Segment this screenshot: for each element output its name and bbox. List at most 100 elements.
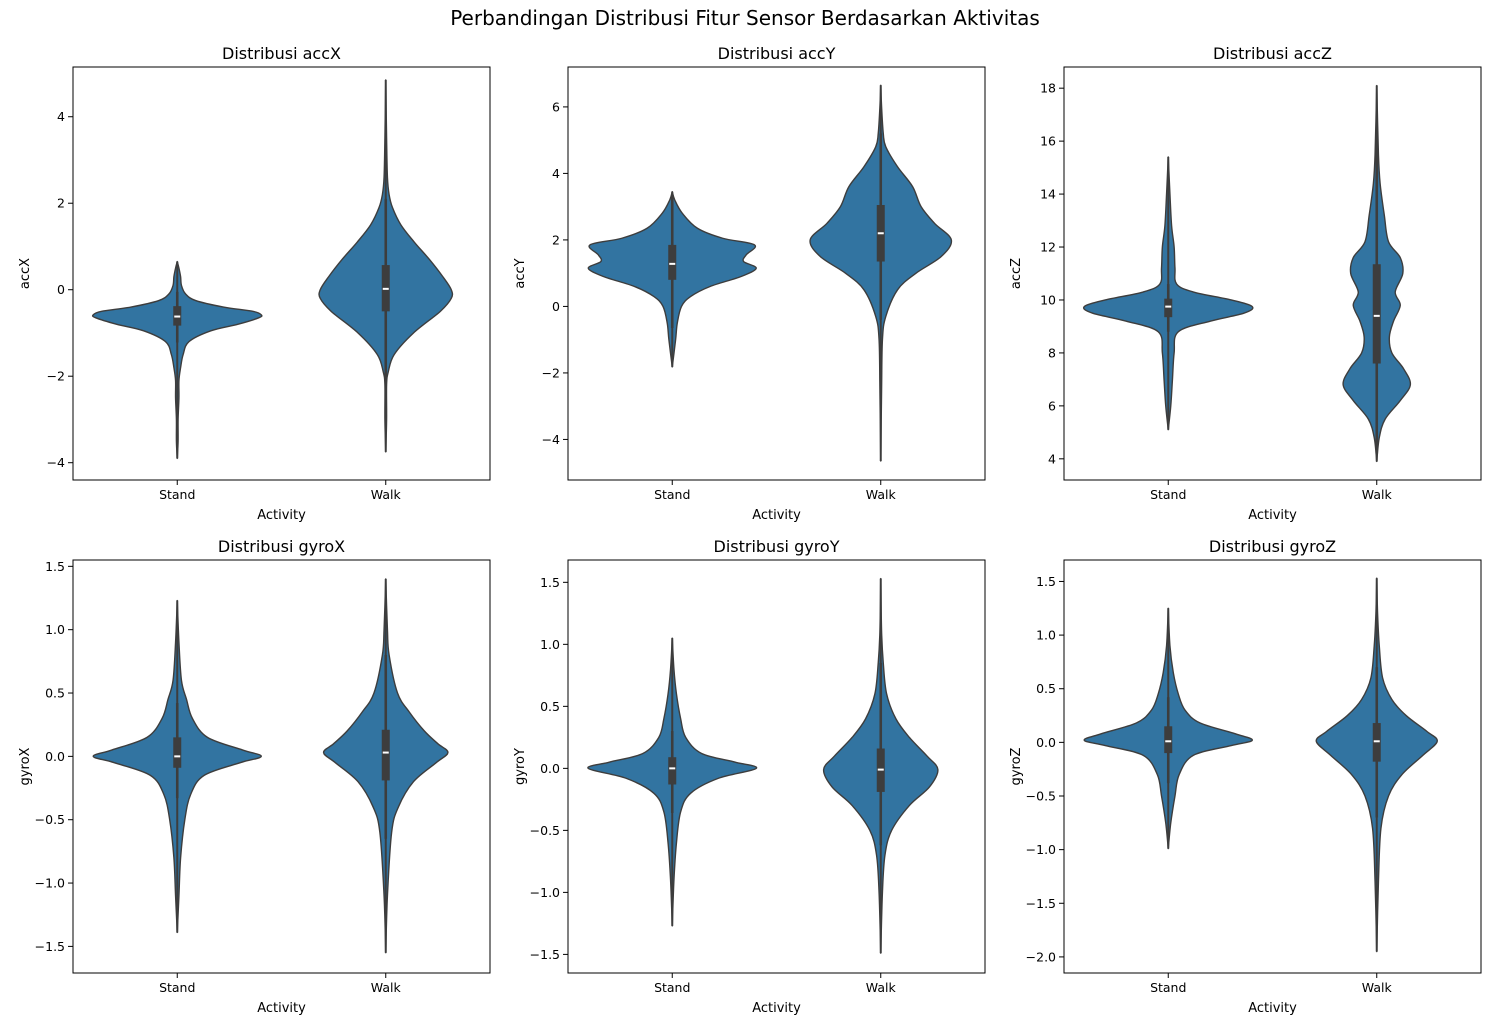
y-tick-label: −2 bbox=[542, 365, 560, 380]
x-axis-label: Activity bbox=[257, 1001, 306, 1016]
violin-iqr-box bbox=[1372, 264, 1381, 364]
x-axis-label: Activity bbox=[752, 1001, 801, 1016]
x-tick-label: Walk bbox=[866, 980, 897, 995]
plot-frame bbox=[1063, 66, 1482, 481]
chart-title: Distribusi accZ bbox=[1213, 44, 1332, 63]
x-tick-label: Stand bbox=[654, 980, 690, 995]
x-tick-label: Walk bbox=[866, 487, 897, 502]
x-tick-label: Stand bbox=[159, 487, 195, 502]
plot-frame bbox=[72, 559, 491, 974]
violin-iqr-box bbox=[1164, 726, 1173, 754]
y-tick-label: 6 bbox=[1048, 398, 1056, 413]
plot-frame bbox=[567, 66, 986, 481]
y-tick-label: 10 bbox=[1040, 292, 1056, 307]
y-tick-label: 1.5 bbox=[540, 575, 560, 590]
chart-title: Distribusi accY bbox=[718, 44, 836, 63]
violin-walk bbox=[318, 79, 454, 453]
y-tick-label: 1.0 bbox=[540, 637, 560, 652]
y-axis-label: accY bbox=[513, 258, 528, 288]
y-tick-label: 16 bbox=[1040, 134, 1056, 149]
y-tick-label: 0.0 bbox=[540, 761, 560, 776]
y-tick-label: 8 bbox=[1048, 345, 1056, 360]
y-axis-label: gyroZ bbox=[1009, 747, 1024, 785]
x-axis-label: Activity bbox=[752, 508, 801, 523]
plot-frame bbox=[72, 66, 491, 481]
x-tick-label: Walk bbox=[371, 487, 402, 502]
y-tick-label: −1.5 bbox=[530, 947, 560, 962]
chart-panel-gyroY: Distribusi gyroY −1.5 −1.0 −0.5 0.0 0.5 1.0 1.5… bbox=[513, 537, 986, 1016]
y-axis-label: gyroX bbox=[18, 747, 33, 785]
violin-walk bbox=[322, 578, 449, 954]
chart-panel-accX: Distribusi accX −4 −2 0 2 4 Stand Walk Activity a… bbox=[18, 44, 491, 523]
y-tick-label: 0.0 bbox=[1036, 735, 1056, 750]
x-axis-label: Activity bbox=[257, 508, 306, 523]
y-tick-label: 12 bbox=[1040, 240, 1056, 255]
x-tick-label: Stand bbox=[1150, 980, 1186, 995]
y-tick-label: −0.5 bbox=[1026, 789, 1056, 804]
x-tick-label: Stand bbox=[159, 980, 195, 995]
y-tick-label: 2 bbox=[57, 196, 65, 211]
chart-title: Distribusi gyroZ bbox=[1209, 537, 1336, 556]
plot-frame bbox=[567, 559, 986, 974]
y-axis-label: accZ bbox=[1009, 258, 1024, 289]
y-tick-label: 1.5 bbox=[1036, 574, 1056, 589]
y-tick-label: 6 bbox=[552, 99, 560, 114]
violin-iqr-box bbox=[668, 244, 677, 280]
y-axis-label: accX bbox=[18, 258, 33, 289]
chart-title: Distribusi gyroY bbox=[714, 537, 840, 556]
violin-walk bbox=[1315, 577, 1438, 953]
violin-stand bbox=[587, 637, 758, 927]
x-tick-label: Walk bbox=[371, 980, 402, 995]
y-tick-label: 4 bbox=[552, 166, 560, 181]
violin-walk bbox=[809, 84, 953, 462]
y-tick-label: 14 bbox=[1040, 187, 1056, 202]
y-tick-label: −1.0 bbox=[530, 885, 560, 900]
violin-walk bbox=[822, 577, 939, 954]
chart-panel-gyroX: Distribusi gyroX −1.5 −1.0 −0.5 0.0 0.5 1.0 1.5… bbox=[18, 537, 491, 1016]
figure-title: Perbandingan Distribusi Fitur Sensor Ber… bbox=[450, 6, 1040, 30]
y-tick-label: 4 bbox=[57, 109, 65, 124]
plot-frame bbox=[1063, 559, 1482, 974]
y-tick-label: 1.5 bbox=[45, 559, 65, 574]
y-tick-label: 0 bbox=[552, 299, 560, 314]
violin-iqr-box bbox=[173, 737, 182, 768]
y-tick-label: −1.5 bbox=[1026, 896, 1056, 911]
y-tick-label: −1.0 bbox=[35, 876, 65, 891]
x-tick-label: Walk bbox=[1362, 980, 1393, 995]
y-tick-label: 2 bbox=[552, 232, 560, 247]
chart-title: Distribusi gyroX bbox=[218, 537, 345, 556]
chart-panel-accY: Distribusi accY −4 −2 0 2 4 6 Stand Walk Activity… bbox=[513, 44, 986, 523]
y-tick-label: −2.0 bbox=[1026, 949, 1056, 964]
y-axis-label: gyroY bbox=[513, 748, 528, 785]
chart-panel-accZ: Distribusi accZ 4 6 8 10 12 14 16 18 Stand Walk Act… bbox=[1009, 44, 1482, 523]
y-tick-label: −1.5 bbox=[35, 939, 65, 954]
x-axis-label: Activity bbox=[1248, 508, 1297, 523]
chart-panel-gyroZ: Distribusi gyroZ −2.0 −1.5 −1.0 −0.5 0.0 0.5 1.… bbox=[1009, 537, 1482, 1016]
y-tick-label: 0 bbox=[57, 282, 65, 297]
violin-stand bbox=[92, 599, 262, 934]
violin-stand bbox=[587, 191, 757, 368]
x-tick-label: Stand bbox=[1150, 487, 1186, 502]
y-tick-label: −0.5 bbox=[35, 812, 65, 827]
x-axis-label: Activity bbox=[1248, 1001, 1297, 1016]
violin-stand bbox=[91, 260, 263, 460]
violin-iqr-box bbox=[1164, 298, 1173, 318]
violin-iqr-box bbox=[1372, 723, 1381, 762]
y-tick-label: 0.5 bbox=[540, 699, 560, 714]
violin-walk bbox=[1342, 84, 1412, 463]
violin-stand bbox=[1083, 607, 1253, 850]
violin-iqr-box bbox=[381, 729, 390, 781]
y-tick-label: −4 bbox=[47, 455, 65, 470]
y-tick-label: 0.5 bbox=[1036, 681, 1056, 696]
y-tick-label: 18 bbox=[1040, 81, 1056, 96]
y-tick-label: 0.0 bbox=[45, 749, 65, 764]
y-tick-label: −4 bbox=[542, 432, 560, 447]
y-tick-label: 1.0 bbox=[45, 622, 65, 637]
y-tick-label: 1.0 bbox=[1036, 628, 1056, 643]
y-tick-label: −0.5 bbox=[530, 823, 560, 838]
violin-stand bbox=[1082, 156, 1254, 431]
x-tick-label: Walk bbox=[1362, 487, 1393, 502]
y-tick-label: −1.0 bbox=[1026, 842, 1056, 857]
y-tick-label: −2 bbox=[47, 369, 65, 384]
